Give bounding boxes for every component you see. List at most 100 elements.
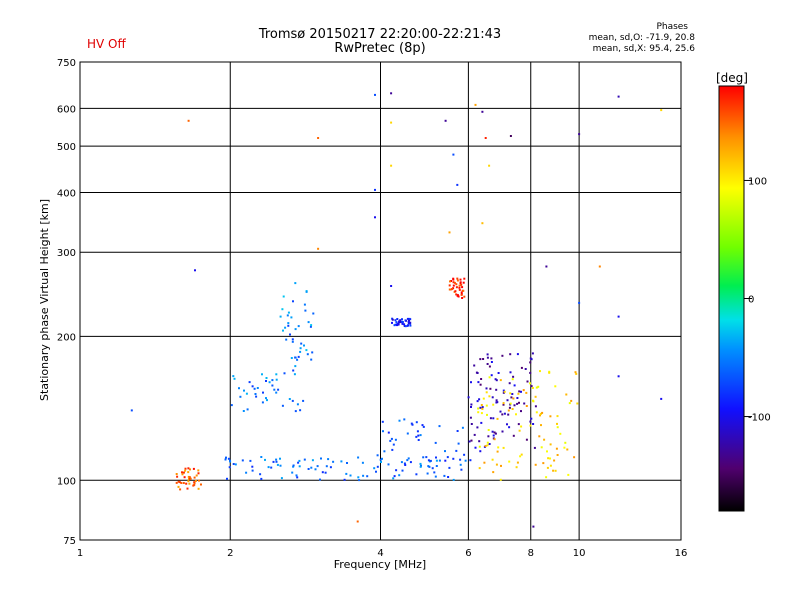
- echo-point: [469, 459, 472, 462]
- echo-point: [419, 462, 422, 465]
- echo-point: [181, 473, 184, 476]
- echo-point: [488, 395, 491, 398]
- echo-point: [291, 399, 294, 402]
- echo-point: [275, 378, 278, 381]
- echo-point: [530, 385, 533, 388]
- echo-point: [455, 283, 458, 286]
- colorbar-ticks: 100 0 -100: [744, 176, 771, 424]
- y-axis-label: Stationary phase Virtual Height [km]: [38, 199, 51, 401]
- echo-point: [224, 458, 227, 461]
- echo-point: [518, 390, 521, 393]
- echo-point: [532, 525, 535, 528]
- echo-point: [268, 381, 271, 384]
- echo-point: [175, 473, 178, 475]
- echo-point: [420, 464, 422, 467]
- echo-point: [459, 463, 462, 466]
- echo-point: [525, 391, 528, 394]
- echo-point: [251, 469, 254, 472]
- echo-point: [452, 284, 455, 287]
- echo-point: [549, 415, 552, 418]
- echo-point: [404, 464, 407, 466]
- echo-point: [456, 277, 459, 280]
- echo-point: [464, 459, 467, 462]
- echo-point: [512, 434, 515, 437]
- echo-point: [379, 458, 382, 461]
- echo-point: [394, 438, 397, 441]
- echo-point: [509, 135, 512, 137]
- echo-point: [501, 430, 504, 433]
- echo-point: [444, 119, 447, 122]
- echo-point: [535, 386, 538, 389]
- y-tick-label: 750: [57, 58, 76, 69]
- echo-point: [491, 430, 494, 433]
- echo-point: [478, 398, 481, 401]
- echo-point: [381, 457, 383, 460]
- echo-point: [524, 368, 527, 370]
- echo-point: [181, 471, 183, 474]
- echo-point: [502, 402, 505, 405]
- echo-point: [281, 404, 284, 407]
- echo-point: [495, 388, 498, 391]
- echo-point: [516, 397, 519, 399]
- echo-point: [416, 430, 419, 433]
- echo-point: [399, 319, 402, 322]
- echo-point: [487, 435, 490, 438]
- echo-point: [470, 381, 472, 384]
- echo-point: [254, 393, 257, 395]
- echo-point: [515, 413, 517, 416]
- echo-point: [427, 465, 430, 468]
- echo-point: [275, 373, 278, 376]
- echo-point: [463, 453, 466, 456]
- echo-point: [187, 467, 190, 470]
- echo-point: [508, 382, 511, 385]
- echo-point: [403, 323, 406, 326]
- echo-point: [193, 481, 196, 484]
- echo-point: [403, 418, 406, 421]
- echo-point: [421, 424, 424, 427]
- echo-point: [279, 464, 282, 467]
- echo-point: [276, 463, 279, 466]
- echo-point: [486, 413, 488, 416]
- echo-point: [447, 476, 450, 478]
- y-tick-label: 75: [63, 536, 76, 547]
- echo-point: [494, 378, 497, 381]
- echo-point: [529, 361, 532, 364]
- echo-point: [310, 324, 313, 327]
- phase-stat-x: mean, sd,X: 95.4, 25.6: [592, 44, 695, 54]
- echo-point: [478, 467, 481, 470]
- echo-point: [490, 374, 493, 377]
- echo-point: [357, 476, 360, 479]
- echo-point: [469, 416, 472, 419]
- echo-point: [292, 464, 295, 467]
- echo-point: [401, 320, 403, 323]
- echo-point: [200, 483, 202, 486]
- echo-point: [290, 357, 293, 359]
- echo-point: [362, 474, 365, 477]
- echo-point: [516, 402, 519, 405]
- echo-point: [460, 283, 463, 286]
- echo-point: [535, 411, 538, 414]
- echo-point: [460, 293, 463, 296]
- echo-point: [279, 457, 281, 460]
- echo-point: [540, 446, 543, 449]
- echo-point: [563, 446, 566, 449]
- echo-point: [259, 473, 262, 476]
- echo-point: [397, 323, 400, 326]
- echo-point: [486, 441, 489, 444]
- echo-point: [375, 470, 377, 473]
- echo-point: [534, 405, 537, 408]
- echo-point: [539, 414, 541, 417]
- echo-point: [495, 379, 498, 382]
- echo-point: [520, 366, 523, 369]
- echo-point: [509, 371, 512, 374]
- echo-point: [182, 482, 185, 484]
- echo-point: [332, 460, 335, 463]
- echo-point: [391, 321, 393, 324]
- echo-point: [517, 392, 520, 395]
- echo-point: [477, 407, 480, 410]
- echo-point: [519, 455, 522, 458]
- echo-point: [453, 281, 456, 284]
- echo-point: [470, 406, 472, 408]
- echo-point: [503, 412, 506, 415]
- echo-point: [275, 458, 278, 461]
